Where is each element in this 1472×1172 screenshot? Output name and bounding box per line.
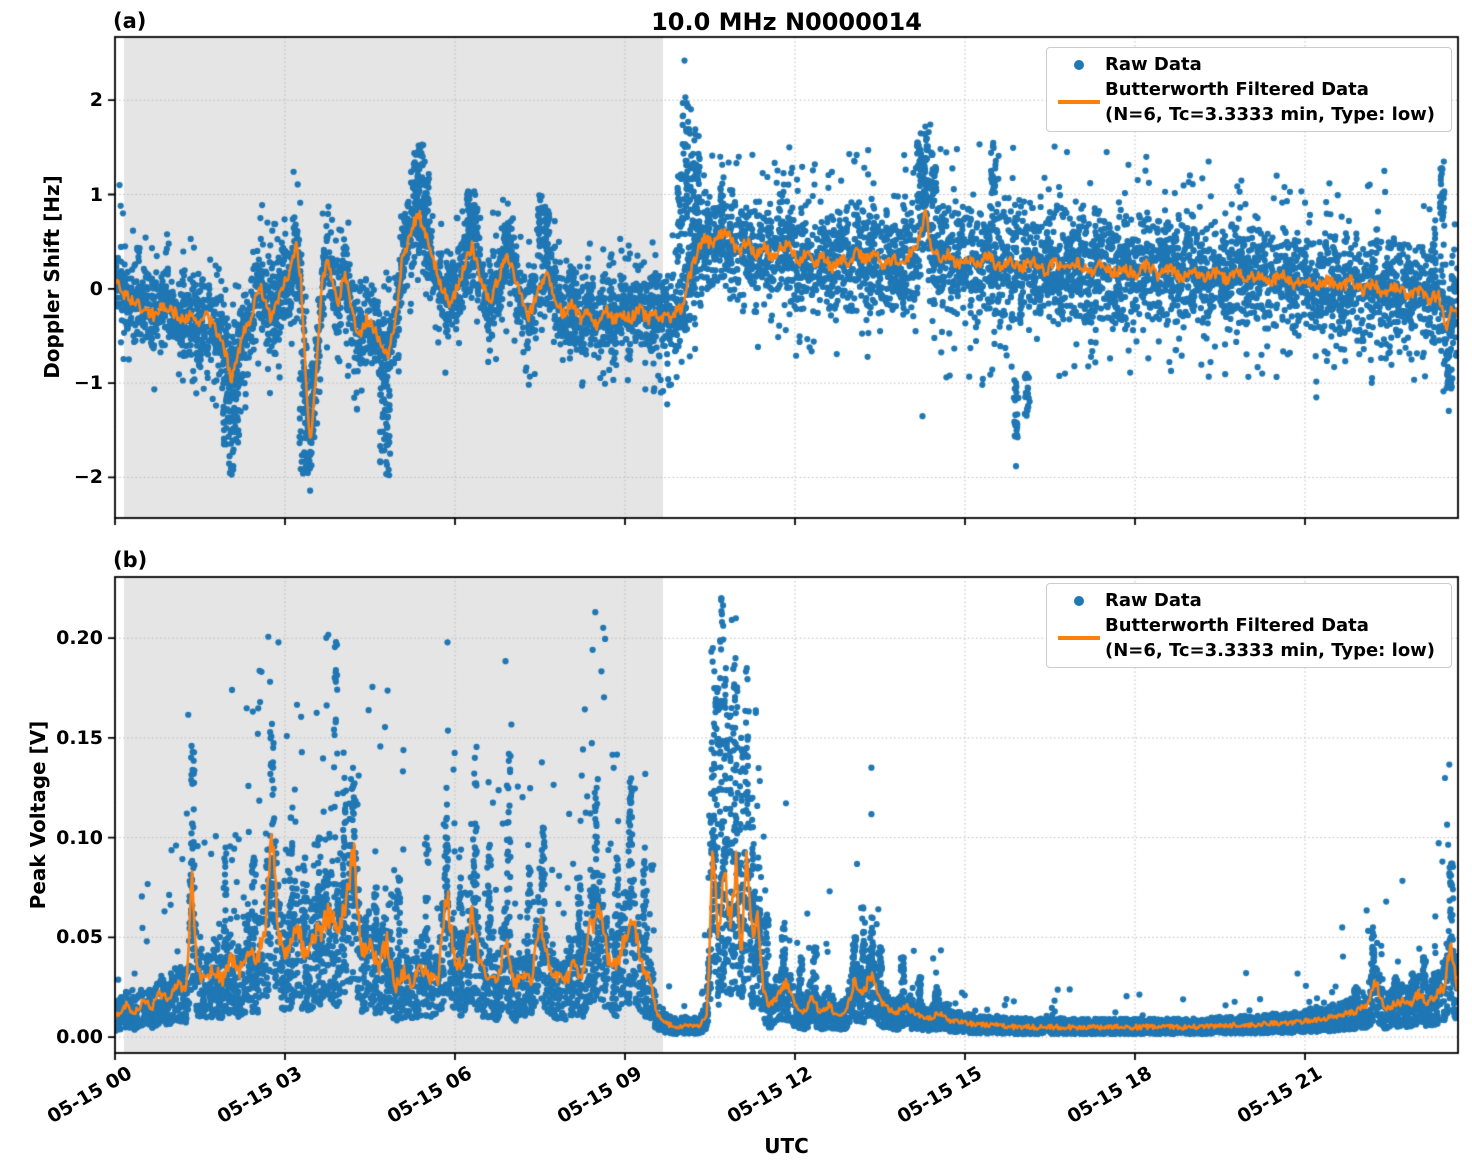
y-tick-label: 2	[89, 89, 103, 112]
y-tick-label: 0.05	[56, 926, 103, 949]
legend-entry-raw-data: Raw Data	[1053, 52, 1441, 77]
y-tick-label: 1	[89, 183, 103, 206]
legend-entry-filtered-data: Butterworth Filtered Data (N=6, Tc=3.333…	[1053, 613, 1441, 663]
y-tick-label: 0.10	[56, 826, 103, 849]
legend-label-line1: Butterworth Filtered Data	[1105, 615, 1369, 636]
y-tick-label: −2	[73, 466, 103, 489]
y-tick-label: 0.15	[56, 726, 103, 749]
scatter-dot-icon	[1074, 595, 1084, 606]
x-axis-label: UTC	[764, 1134, 809, 1158]
legend-label: Raw Data	[1105, 590, 1202, 611]
scatter-dot-icon	[1074, 59, 1084, 70]
y-tick-label: 0.20	[56, 627, 103, 650]
y-tick-label: −1	[73, 372, 103, 395]
line-sample-icon	[1058, 100, 1100, 104]
legend-entry-filtered-data: Butterworth Filtered Data (N=6, Tc=3.333…	[1053, 77, 1441, 127]
legend-label: Butterworth Filtered Data (N=6, Tc=3.333…	[1105, 77, 1435, 127]
raw-data-marker-icon	[1053, 595, 1105, 606]
panel-a-label: (a)	[113, 9, 147, 33]
legend-label-line1: Butterworth Filtered Data	[1105, 79, 1369, 100]
legend-label-line2: (N=6, Tc=3.3333 min, Type: low)	[1105, 104, 1436, 125]
panel-b-label: (b)	[113, 548, 148, 572]
y-tick-label: 0.00	[56, 1026, 103, 1049]
legend-label: Raw Data	[1105, 54, 1202, 75]
raw-data-marker-icon	[1053, 59, 1105, 70]
chart-title: 10.0 MHz N0000014	[651, 8, 922, 36]
filtered-line-marker-icon	[1053, 636, 1105, 640]
legend-label: Butterworth Filtered Data (N=6, Tc=3.333…	[1105, 613, 1435, 663]
filtered-line-marker-icon	[1053, 100, 1105, 104]
legend-panel-b: Raw Data Butterworth Filtered Data (N=6,…	[1046, 583, 1452, 668]
y-tick-label: 0	[89, 277, 103, 300]
line-sample-icon	[1058, 636, 1100, 640]
legend-panel-a: Raw Data Butterworth Filtered Data (N=6,…	[1046, 47, 1452, 132]
legend-entry-raw-data: Raw Data	[1053, 588, 1441, 613]
legend-label-line2: (N=6, Tc=3.3333 min, Type: low)	[1105, 640, 1436, 661]
